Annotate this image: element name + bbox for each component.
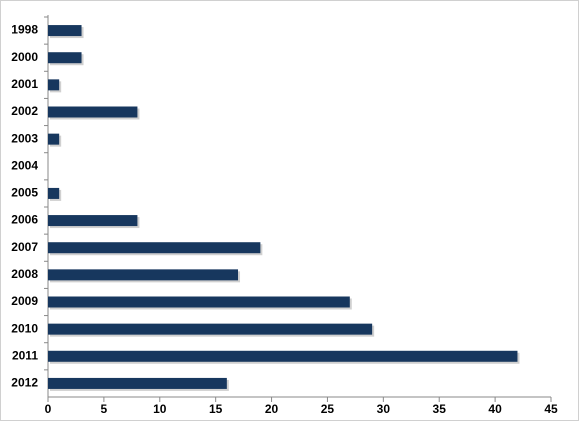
x-tick-label: 15 <box>209 402 223 416</box>
y-tick-label: 2005 <box>11 186 38 200</box>
y-tick-label: 1998 <box>11 23 38 37</box>
x-tick-label: 5 <box>101 402 108 416</box>
y-tick-label: 2004 <box>11 158 38 172</box>
y-tick-label: 2006 <box>11 213 38 227</box>
y-tick-label: 2008 <box>11 267 38 281</box>
x-tick-label: 25 <box>321 402 335 416</box>
bar <box>48 215 138 227</box>
bar <box>48 323 373 335</box>
y-tick-label: 2009 <box>11 294 38 308</box>
bar <box>48 52 82 64</box>
y-tick-label: 2003 <box>11 131 38 145</box>
y-tick-label: 2007 <box>11 240 38 254</box>
x-tick-label: 0 <box>45 402 52 416</box>
bar <box>48 269 239 281</box>
bar <box>48 79 60 91</box>
bar <box>48 377 227 389</box>
x-tick-label: 35 <box>433 402 447 416</box>
y-tick-label: 2000 <box>11 50 38 64</box>
y-tick-label: 2002 <box>11 104 38 118</box>
y-tick-label: 2010 <box>11 321 38 335</box>
x-tick-label: 40 <box>488 402 502 416</box>
x-tick-label: 45 <box>544 402 558 416</box>
bar <box>48 296 350 308</box>
y-tick-label: 2011 <box>12 348 38 362</box>
x-tick-label: 30 <box>377 402 391 416</box>
y-tick-label: 2012 <box>11 376 38 390</box>
bar <box>48 187 60 199</box>
x-tick-label: 10 <box>153 402 167 416</box>
bar <box>48 350 518 362</box>
bar <box>48 106 138 118</box>
x-tick-label: 20 <box>265 402 279 416</box>
bar <box>48 133 60 145</box>
y-tick-label: 2001 <box>11 77 38 91</box>
bar <box>48 242 261 254</box>
bar <box>48 25 82 37</box>
